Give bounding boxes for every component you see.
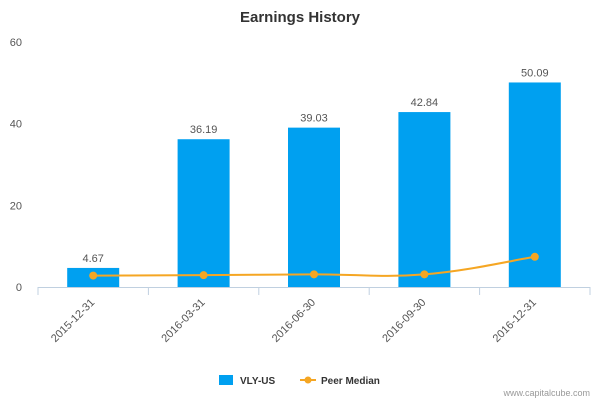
line-point[interactable] [199, 271, 208, 280]
legend-swatch-line-marker [304, 376, 312, 384]
legend-label-line[interactable]: Peer Median [321, 376, 380, 387]
line-point[interactable] [530, 252, 539, 261]
bar-data-label: 42.84 [411, 97, 439, 109]
x-tick-label: 2016-12-31 [491, 297, 539, 345]
bar-data-label: 4.67 [82, 253, 103, 265]
x-tick-label: 2016-03-31 [159, 297, 207, 345]
y-axis: 0 20 40 60 [10, 37, 22, 294]
x-axis: 2015-12-31 2016-03-31 2016-06-30 2016-09-30… [37, 287, 591, 345]
x-tick-label: 2016-09-30 [380, 297, 428, 345]
y-tick-label: 40 [10, 119, 22, 131]
legend-swatch-bar[interactable] [219, 375, 233, 385]
legend-label-bar[interactable]: VLY-US [240, 376, 276, 387]
bar-data-label: 36.19 [190, 124, 218, 136]
legend: VLY-US Peer Median [219, 375, 380, 387]
y-tick-label: 60 [10, 37, 22, 49]
bar[interactable] [177, 139, 230, 287]
line-point[interactable] [89, 271, 98, 280]
y-tick-label: 0 [16, 282, 22, 294]
x-tick-label: 2016-06-30 [270, 297, 318, 345]
line-point[interactable] [310, 270, 318, 279]
x-tick-label: 2015-12-31 [49, 297, 97, 345]
bar-data-label: 39.03 [300, 113, 328, 125]
bar-series [67, 82, 561, 287]
line-point[interactable] [420, 270, 429, 279]
line-series [89, 252, 539, 280]
credit-text: www.capitalcube.com [502, 388, 590, 398]
y-tick-label: 20 [10, 200, 22, 212]
bar[interactable] [398, 112, 451, 287]
chart-title: Earnings History [240, 9, 361, 26]
bar-data-label: 50.09 [521, 67, 549, 79]
bar[interactable] [288, 127, 340, 287]
bar-data-labels: 4.67 36.19 39.03 42.84 50.09 [82, 67, 548, 264]
